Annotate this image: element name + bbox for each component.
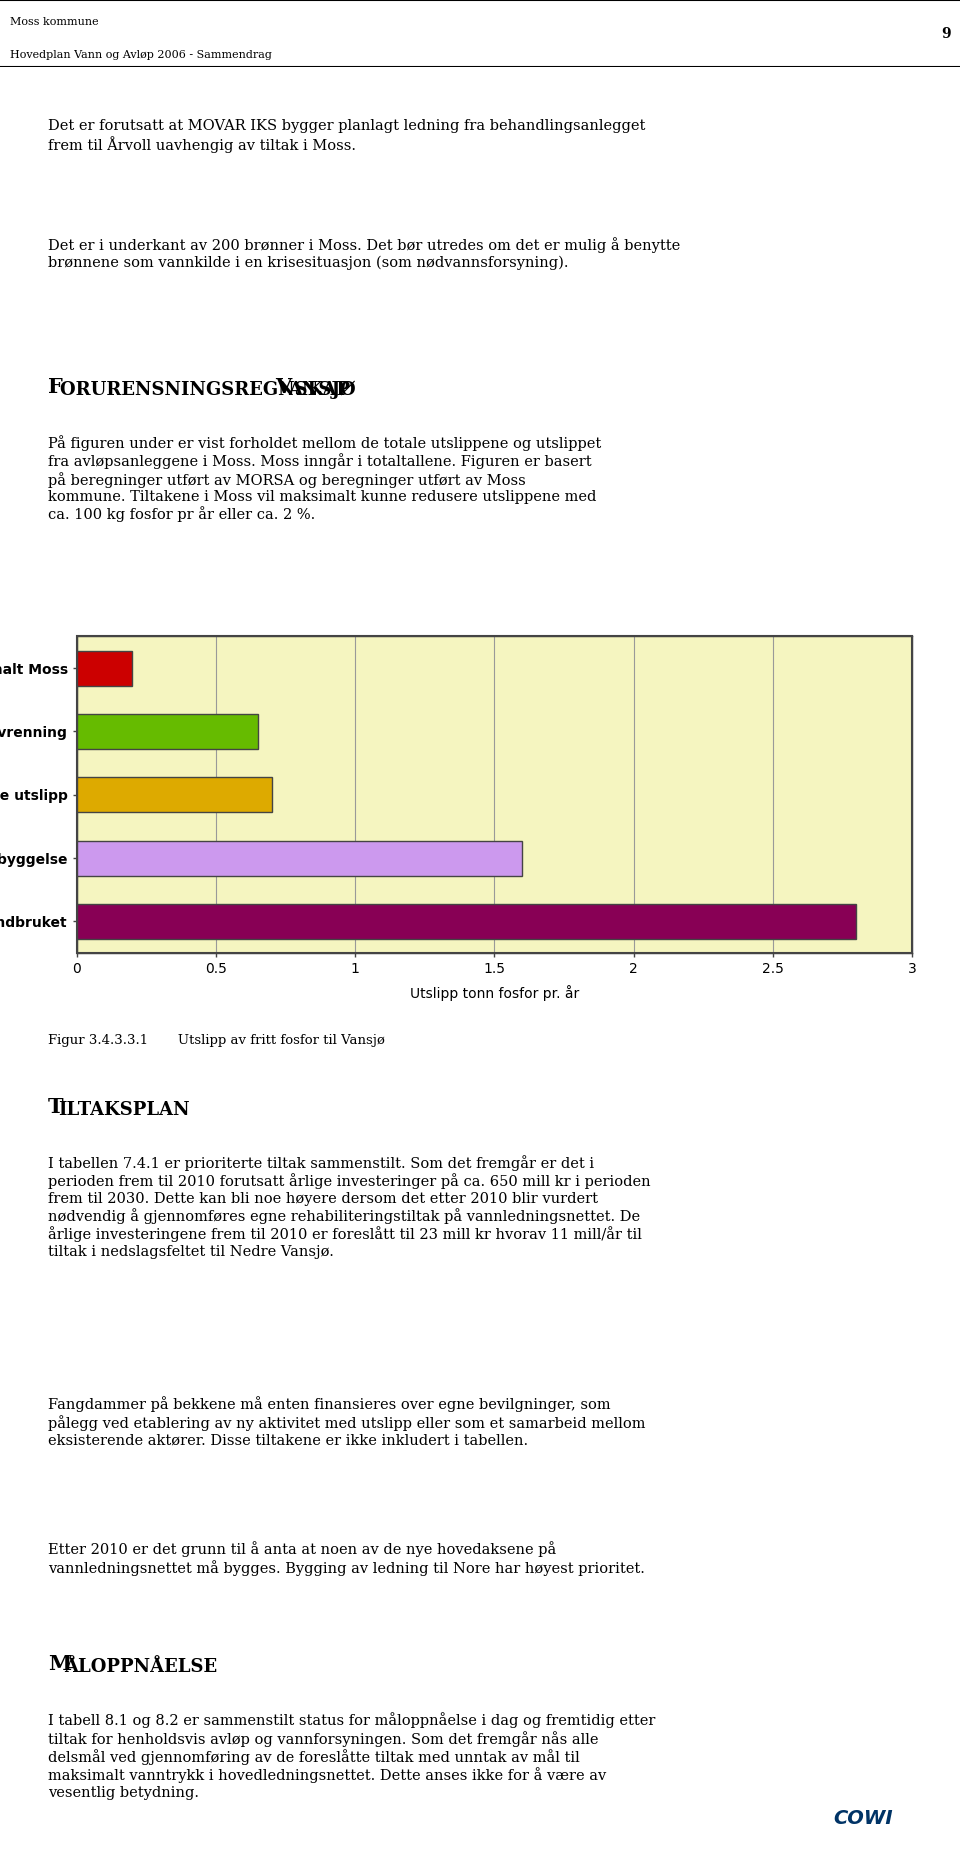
Text: 9: 9 — [941, 26, 950, 41]
Bar — [77, 636, 912, 953]
Text: ANSJØ: ANSJØ — [288, 380, 355, 399]
Bar — [77, 841, 522, 876]
Text: Fangdammer på bekkene må enten finansieres over egne bevilgninger, som
pålegg ve: Fangdammer på bekkene må enten finansier… — [48, 1396, 645, 1446]
Text: Det er forutsatt at MOVAR IKS bygger planlagt ledning fra behandlingsanlegget
fr: Det er forutsatt at MOVAR IKS bygger pla… — [48, 119, 645, 153]
Text: I tabellen 7.4.1 er prioriterte tiltak sammenstilt. Som det fremgår er det i
per: I tabellen 7.4.1 er prioriterte tiltak s… — [48, 1156, 651, 1258]
Text: Hovedplan Vann og Avløp 2006 - Sammendrag: Hovedplan Vann og Avløp 2006 - Sammendra… — [10, 50, 272, 60]
Text: Moss kommune: Moss kommune — [10, 17, 98, 26]
Text: T: T — [48, 1098, 63, 1117]
Text: M: M — [48, 1653, 71, 1674]
X-axis label: Utslipp tonn fosfor pr. år: Utslipp tonn fosfor pr. år — [410, 984, 579, 1001]
Text: Figur 3.4.3.3.1       Utslipp av fritt fosfor til Vansjø: Figur 3.4.3.3.1 Utslipp av fritt fosfor … — [48, 1035, 385, 1048]
Text: V: V — [276, 377, 292, 397]
Text: COWI: COWI — [833, 1810, 893, 1829]
Text: Det er i underkant av 200 brønner i Moss. Det bør utredes om det er mulig å beny: Det er i underkant av 200 brønner i Moss… — [48, 237, 681, 270]
Bar — [77, 651, 132, 686]
Text: ÅLOPPNÅELSE: ÅLOPPNÅELSE — [64, 1657, 218, 1676]
Bar — [77, 777, 272, 813]
Text: På figuren under er vist forholdet mellom de totale utslippene og utslippet
fra : På figuren under er vist forholdet mello… — [48, 434, 601, 522]
Text: ORURENSNINGSREGNSKAP: ORURENSNINGSREGNSKAP — [60, 380, 356, 399]
Bar — [77, 714, 257, 749]
Bar — [77, 904, 856, 939]
Text: I tabell 8.1 og 8.2 er sammenstilt status for måloppnåelse i dag og fremtidig et: I tabell 8.1 og 8.2 er sammenstilt statu… — [48, 1713, 656, 1799]
Text: Etter 2010 er det grunn til å anta at noen av de nye hovedaksene på
vannlednings: Etter 2010 er det grunn til å anta at no… — [48, 1542, 645, 1575]
Text: ILTAKSPLAN: ILTAKSPLAN — [59, 1100, 190, 1118]
Text: F: F — [48, 377, 62, 397]
